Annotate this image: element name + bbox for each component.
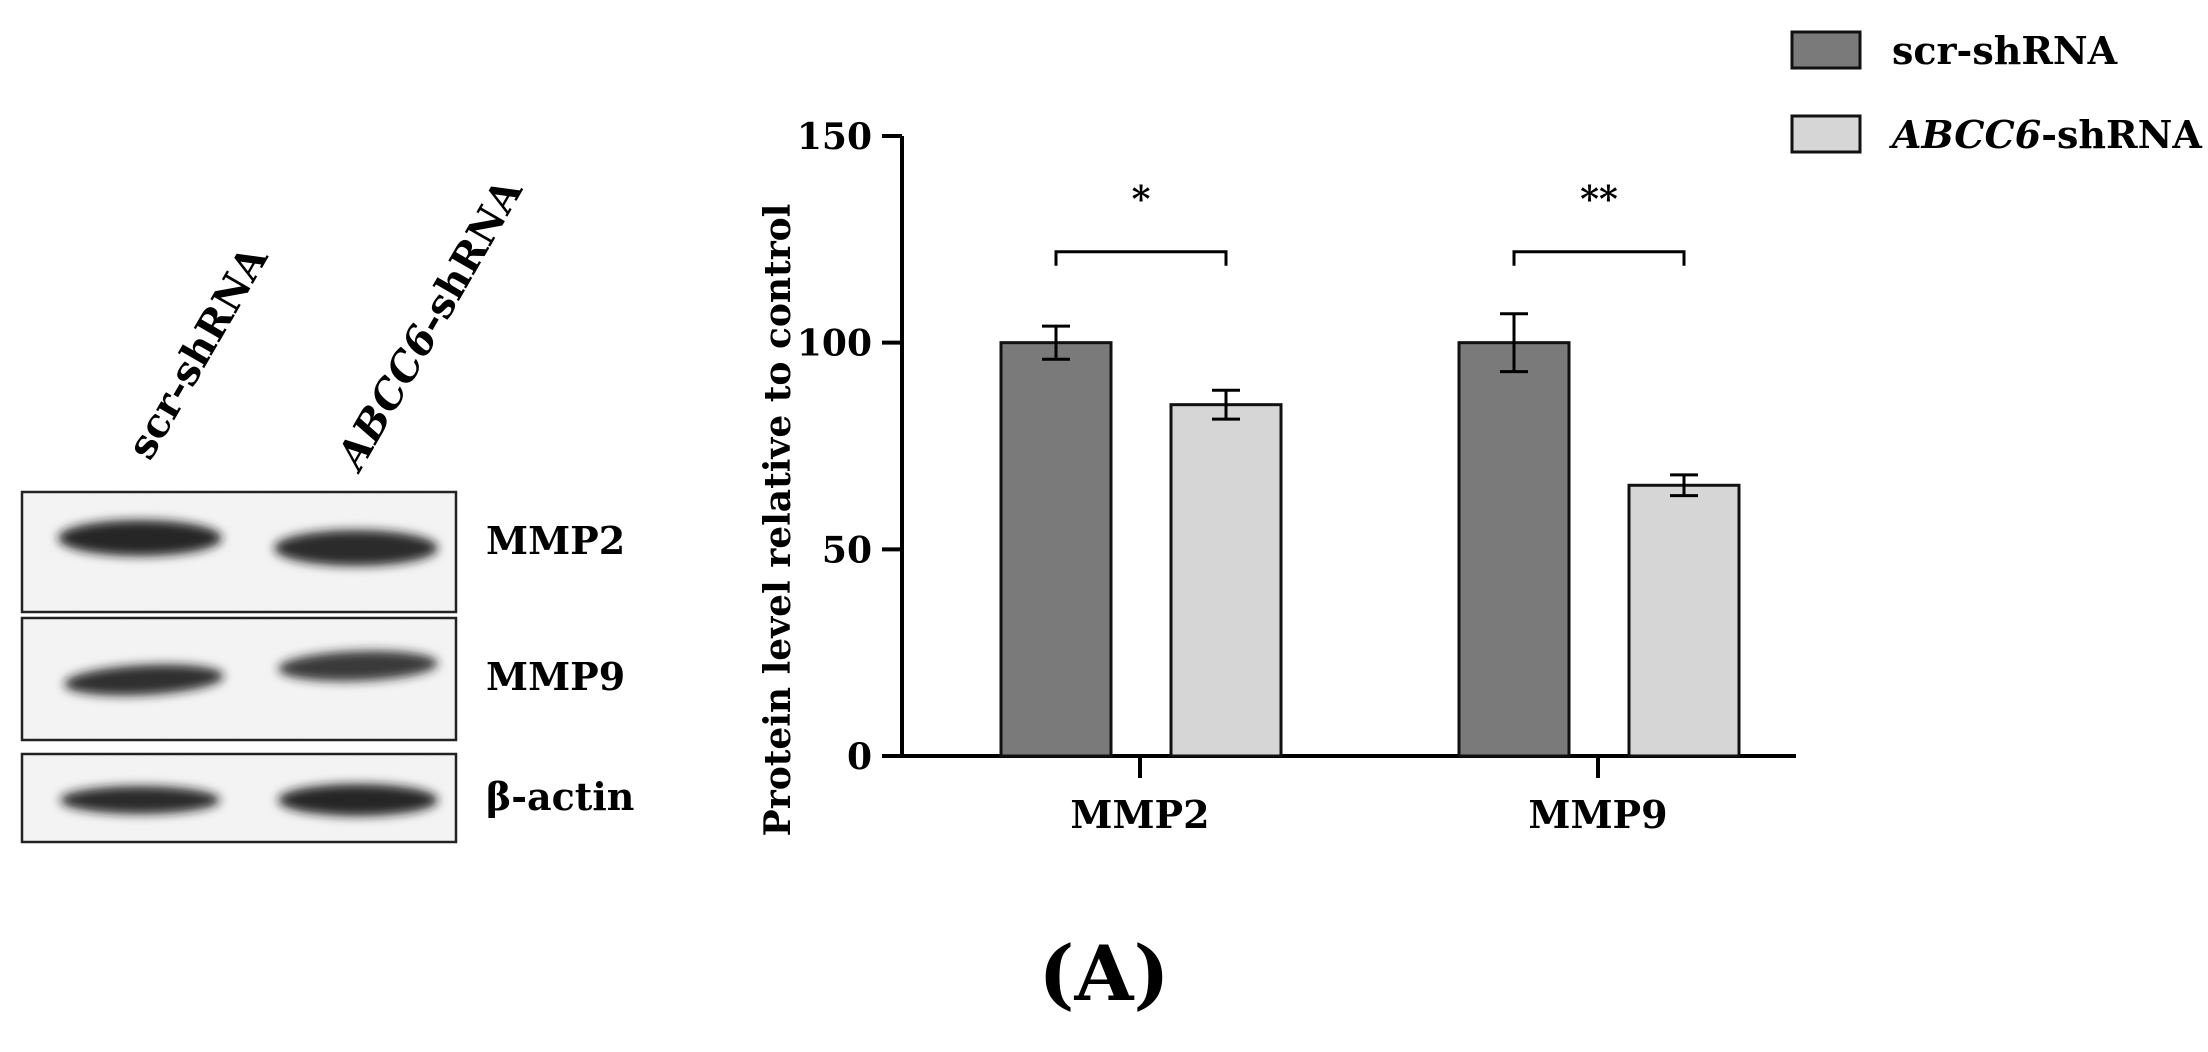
blot-band	[60, 786, 220, 814]
bar-mmp9-abcc6	[1627, 483, 1741, 758]
legend-item: ABCC6-shRNA	[1790, 112, 2202, 157]
blot-band	[64, 664, 224, 696]
panel-label: (A)	[1039, 929, 1170, 1018]
error-bar	[1042, 324, 1070, 361]
blot-band	[274, 530, 438, 566]
lane-label-scr-shrna: scr-shRNA	[118, 237, 278, 467]
band-label-mmp2: MMP2	[486, 518, 625, 563]
legend-swatch	[1790, 30, 1862, 70]
error-bar	[1212, 388, 1240, 421]
y-axis-label: Protein level relative to control	[757, 204, 799, 837]
y-tick-label: 50	[822, 529, 872, 571]
bar-mmp9-scr	[1457, 341, 1571, 758]
bar-mmp2-scr	[999, 341, 1113, 758]
y-tick-label: 150	[797, 116, 872, 158]
x-tick-label: MMP2	[1070, 792, 1209, 837]
blot-band	[278, 784, 438, 816]
significance-bracket	[1512, 250, 1686, 266]
legend-label: scr-shRNA	[1892, 28, 2118, 73]
error-bar	[1670, 473, 1698, 498]
bar-chart: Protein level relative to control * ** 05…	[757, 116, 1796, 837]
blot-strip	[20, 752, 458, 844]
western-blot: scr-shRNA ABCC6-shRNA MMP2 MMP9 β-actin	[20, 170, 634, 844]
significance-bracket	[1054, 250, 1228, 266]
y-tick-label: 0	[847, 736, 872, 778]
blot-band	[58, 520, 222, 556]
blot-strip	[20, 616, 458, 742]
band-label-beta-actin: β-actin	[486, 774, 634, 819]
band-label-mmp9: MMP9	[486, 654, 625, 699]
significance-label: *	[1132, 179, 1151, 221]
blot-strip	[20, 490, 458, 614]
significance-label: **	[1580, 179, 1618, 221]
lane-label-abcc6-shrna: ABCC6-shRNA	[326, 170, 532, 480]
legend-swatch	[1790, 114, 1862, 154]
x-tick-label: MMP9	[1528, 792, 1667, 837]
chart-legend: scr-shRNA ABCC6-shRNA	[1790, 28, 2202, 157]
blot-band	[278, 650, 438, 682]
bar-mmp2-abcc6	[1169, 403, 1283, 758]
legend-item: scr-shRNA	[1790, 28, 2118, 73]
y-tick-label: 100	[797, 323, 872, 365]
error-bar	[1500, 312, 1528, 374]
legend-label: ABCC6-shRNA	[1889, 112, 2202, 157]
